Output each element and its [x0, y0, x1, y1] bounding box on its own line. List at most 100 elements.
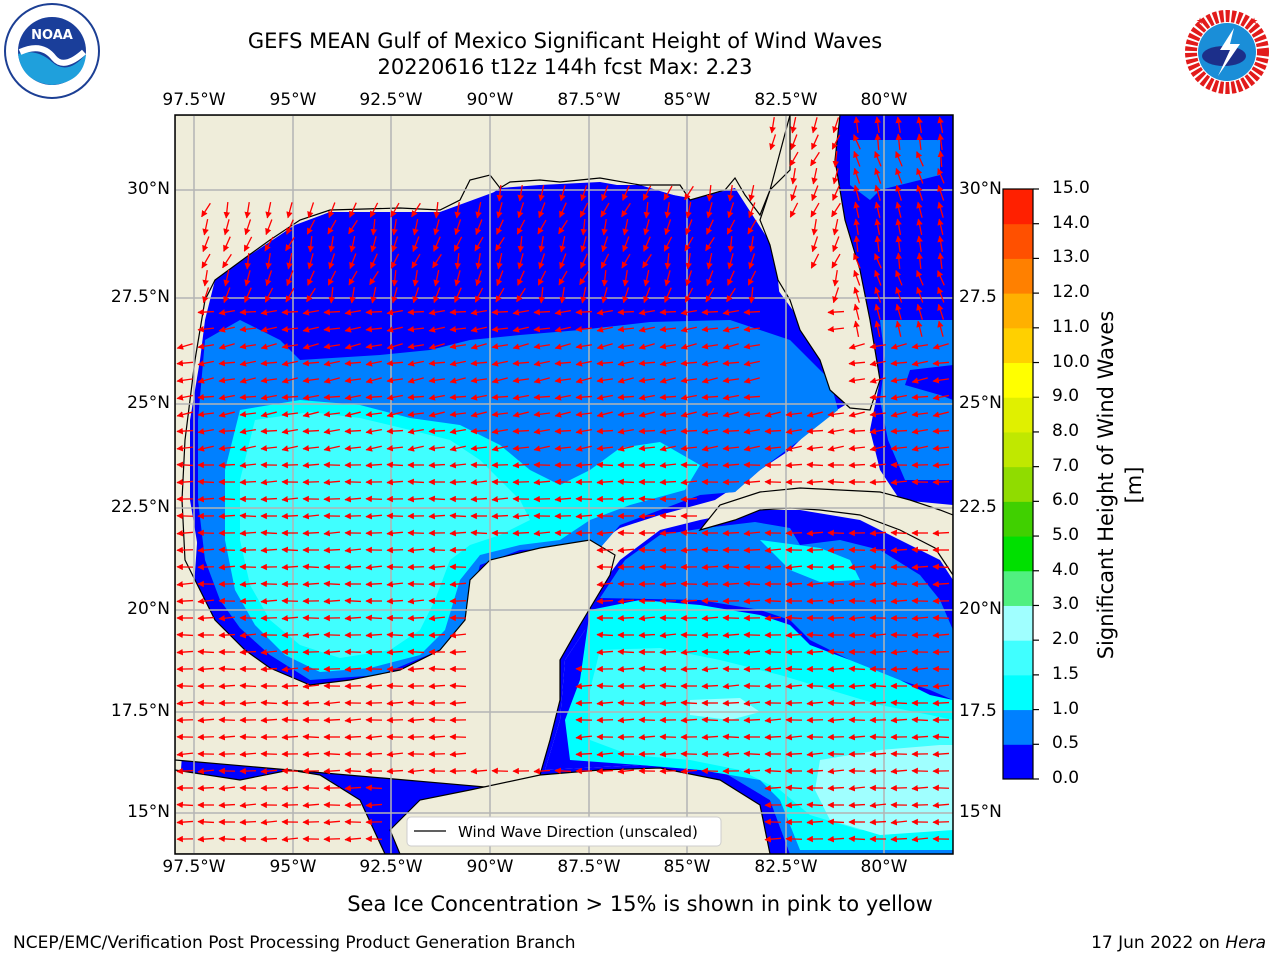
wind-wave-arrow — [386, 343, 403, 350]
wind-wave-arrow — [239, 325, 257, 333]
wind-wave-arrow — [722, 682, 740, 690]
wind-wave-arrow — [365, 377, 382, 384]
wind-wave-arrow — [344, 784, 362, 792]
legend-label: Wind Wave Direction (unscaled) — [458, 823, 698, 841]
wind-wave-arrow — [302, 461, 320, 469]
colorbar-segment — [1003, 640, 1033, 676]
wind-wave-arrow — [554, 377, 572, 384]
wind-wave-arrow — [748, 185, 755, 202]
wind-wave-arrow — [831, 202, 841, 218]
wind-wave-arrow — [386, 682, 404, 690]
wind-wave-arrow — [533, 325, 551, 333]
wind-wave-arrow — [344, 444, 362, 452]
wind-wave-arrow — [911, 377, 928, 384]
lat-label-left: 25°N — [127, 393, 170, 413]
lon-label-bottom: 87.5°W — [557, 857, 621, 877]
wind-wave-arrow — [659, 733, 677, 741]
colorbar-segment — [1003, 258, 1033, 294]
wind-wave-arrow — [701, 597, 719, 605]
wind-wave-arrow — [638, 461, 656, 469]
wind-wave-arrow — [538, 202, 546, 219]
wind-wave-arrow — [764, 835, 782, 843]
wind-wave-arrow — [727, 202, 735, 219]
wind-wave-arrow — [911, 428, 928, 435]
wind-wave-arrow — [349, 236, 356, 253]
wind-wave-arrow — [596, 580, 614, 588]
wind-wave-arrow — [575, 750, 593, 758]
wind-wave-arrow — [302, 359, 320, 367]
wind-wave-arrow — [617, 614, 635, 622]
wind-wave-arrow — [874, 320, 881, 337]
wind-wave-arrow — [281, 393, 299, 401]
wind-wave-arrow — [176, 478, 194, 486]
wind-wave-arrow — [932, 343, 949, 350]
nws-logo: ★ ★ — [1181, 6, 1273, 98]
wind-wave-arrow — [916, 218, 923, 235]
wind-wave-arrow — [895, 167, 903, 184]
wind-wave-arrow — [285, 287, 295, 303]
wind-wave-arrow — [685, 270, 693, 287]
wind-wave-arrow — [743, 665, 761, 673]
wind-wave-arrow — [496, 270, 504, 287]
wind-wave-arrow — [512, 394, 529, 401]
wind-wave-arrow — [890, 546, 908, 554]
wind-wave-arrow — [874, 286, 882, 303]
wind-wave-arrow — [575, 733, 593, 741]
wind-wave-arrow — [470, 495, 488, 503]
wind-wave-arrow — [428, 359, 446, 367]
wind-wave-arrow — [176, 359, 194, 367]
wind-wave-arrow — [895, 201, 902, 218]
wind-wave-arrow — [638, 359, 656, 367]
wind-wave-arrow — [832, 219, 839, 236]
wind-wave-arrow — [617, 308, 635, 316]
wind-wave-arrow — [895, 151, 903, 167]
wind-wave-arrow — [680, 529, 698, 537]
colorbar-tick-label: 1.0 — [1052, 698, 1080, 719]
wind-wave-arrow — [848, 631, 866, 639]
wind-wave-arrow — [365, 325, 383, 333]
wind-wave-arrow — [743, 580, 761, 588]
wind-wave-arrow — [239, 767, 257, 775]
wind-wave-arrow — [684, 236, 694, 252]
wind-wave-arrow — [260, 784, 278, 792]
wind-wave-arrow — [643, 270, 650, 287]
wind-wave-arrow — [869, 461, 887, 469]
wind-wave-arrow — [281, 546, 299, 554]
wind-wave-arrow — [428, 411, 445, 418]
wind-wave-arrow — [302, 818, 320, 826]
wind-wave-arrow — [617, 733, 635, 741]
wind-wave-arrow — [554, 427, 572, 435]
wind-wave-arrow — [412, 236, 420, 253]
wind-wave-arrow — [218, 394, 235, 401]
wind-wave-arrow — [680, 614, 698, 622]
wind-wave-arrow — [890, 818, 908, 826]
wind-wave-arrow — [764, 767, 782, 775]
colorbar-segment — [1003, 327, 1033, 364]
wind-wave-arrow — [281, 614, 299, 622]
wind-wave-arrow — [559, 236, 566, 253]
wind-wave-arrow — [748, 253, 756, 270]
wind-wave-arrow — [197, 445, 214, 452]
wind-wave-arrow — [176, 411, 193, 418]
wind-wave-arrow — [743, 597, 761, 605]
wind-wave-arrow — [596, 529, 614, 537]
wind-wave-arrow — [281, 360, 298, 367]
wind-wave-arrow — [706, 219, 714, 235]
wind-wave-arrow — [722, 631, 740, 639]
wind-wave-arrow — [428, 665, 446, 673]
wind-wave-arrow — [638, 343, 655, 350]
lon-label-bottom: 85°W — [663, 857, 711, 877]
wind-wave-arrow — [806, 478, 824, 486]
wind-wave-arrow — [596, 750, 614, 758]
wind-wave-arrow — [218, 733, 236, 741]
wind-wave-arrow — [344, 648, 362, 656]
wind-wave-arrow — [579, 202, 589, 218]
wind-wave-arrow — [916, 270, 924, 286]
wind-wave-arrow — [743, 716, 761, 724]
wind-wave-arrow — [638, 427, 656, 435]
wind-wave-arrow — [932, 444, 950, 452]
wind-wave-arrow — [218, 750, 236, 758]
wind-wave-arrow — [470, 309, 487, 316]
wind-wave-arrow — [491, 461, 509, 469]
wind-wave-arrow — [554, 309, 571, 316]
